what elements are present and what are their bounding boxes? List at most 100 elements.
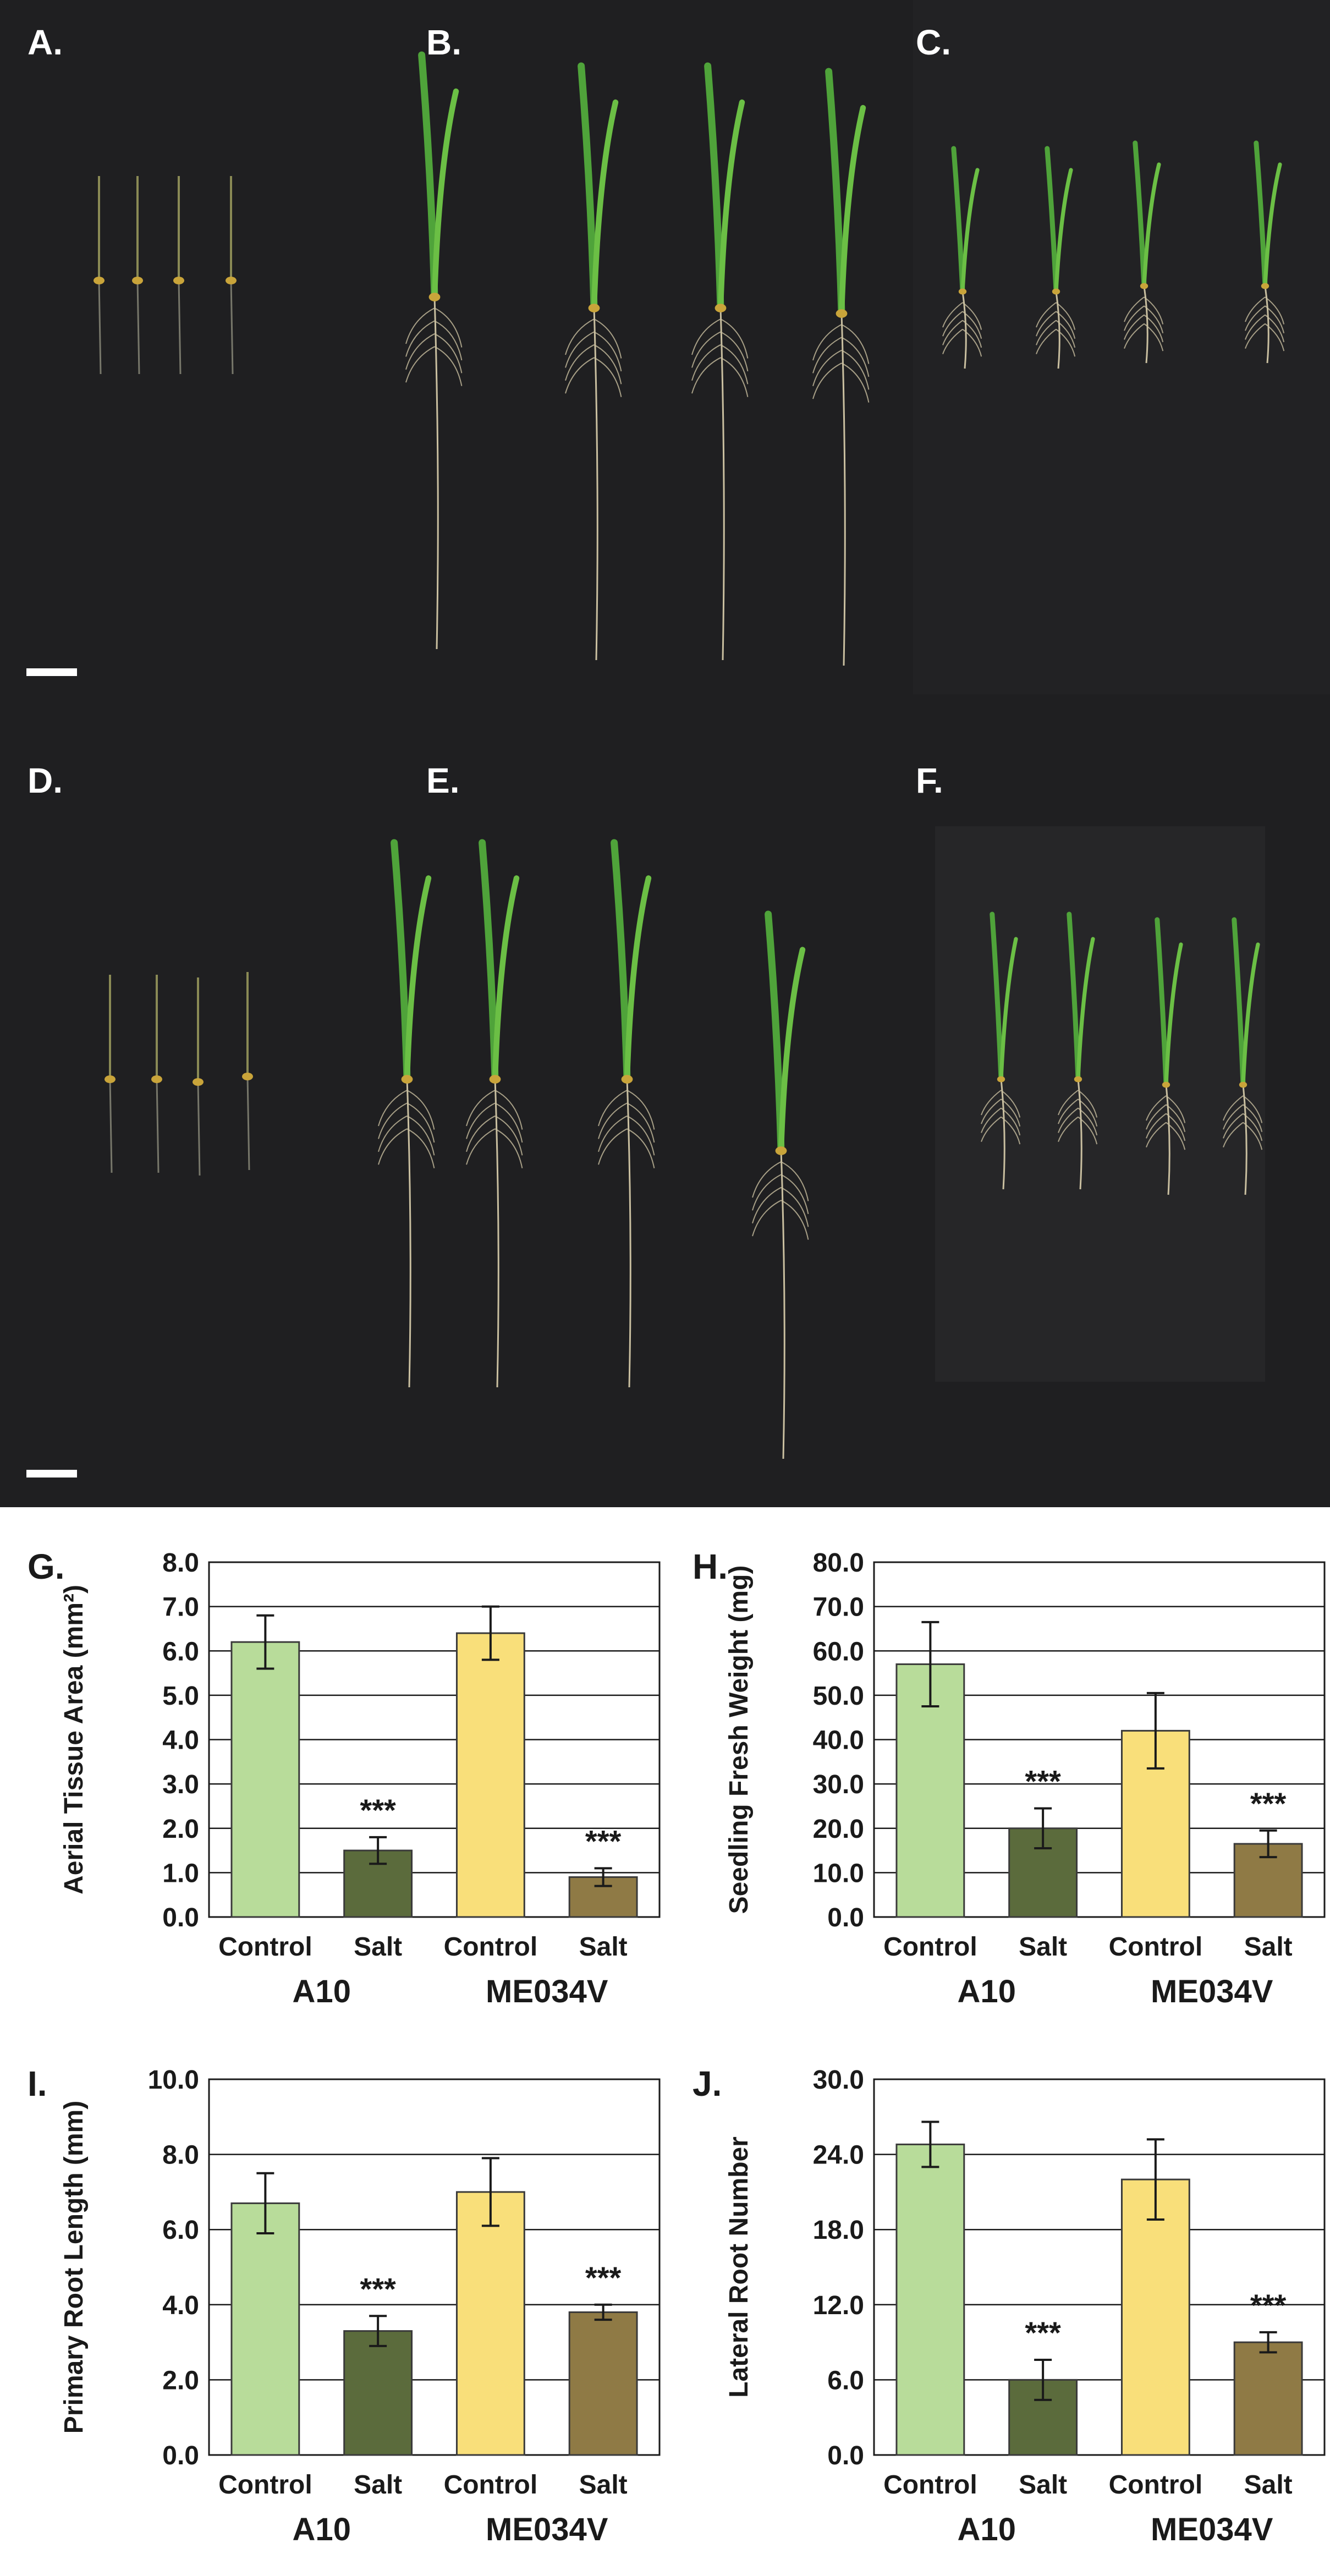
bar [230, 2202, 300, 2456]
y-tick-label: 6.0 [827, 2366, 864, 2395]
y-tick-label: 2.0 [162, 2366, 199, 2395]
seedling-lateral-root [434, 307, 463, 348]
chart-panel-label: I. [28, 2064, 47, 2103]
seedling-root [780, 1150, 785, 1459]
seedling-lateral-root [781, 1187, 809, 1227]
seedling-lateral-root [1223, 1113, 1244, 1139]
seedling-root [1055, 291, 1060, 369]
y-tick-label: 30.0 [813, 1770, 864, 1799]
seedling-lateral-root [1245, 314, 1266, 340]
seedling-lateral-root [720, 357, 749, 397]
seedling-a [132, 176, 143, 375]
seedling-a [173, 176, 184, 375]
seedling-lateral-root [593, 331, 622, 372]
seedling-lateral-root [942, 302, 963, 328]
seedlings-top-image [94, 0, 1330, 694]
seedling-root [178, 280, 182, 375]
seedling-lateral-root [1243, 1122, 1263, 1150]
seedling-seed [715, 304, 727, 312]
seedling-seed [1074, 1076, 1082, 1083]
group-label: ME034V [1151, 1974, 1273, 2009]
seedling-c [1036, 146, 1076, 369]
seedling-seed [132, 277, 143, 284]
plot-frame [873, 2078, 1326, 2456]
seedling-root [156, 1079, 160, 1173]
group-label: ME034V [486, 1974, 608, 2009]
seedling-f [981, 911, 1021, 1190]
seedling-lateral-root [1245, 305, 1266, 331]
seedling-lateral-root [752, 1161, 782, 1198]
seedling-lateral-root [981, 1090, 1002, 1116]
seedling-b [812, 68, 870, 666]
panel-label-d: D. [28, 761, 63, 800]
seedling-lateral-root [1265, 305, 1285, 333]
seedling-seed [836, 309, 848, 318]
seedling-lateral-root [1243, 1104, 1263, 1132]
seedling-lateral-root [691, 331, 721, 368]
seedling-lateral-root [1265, 296, 1285, 325]
seedling-lateral-root [626, 1115, 655, 1156]
y-tick-label: 10.0 [813, 1859, 864, 1888]
seedling-lateral-root [466, 1090, 496, 1127]
seedling-lateral-root [1001, 1098, 1021, 1127]
x-tick-label: Salt [1019, 2470, 1067, 2500]
seedling-lateral-root [812, 362, 842, 399]
seedling-root [593, 307, 598, 661]
seedling-leaf [1232, 917, 1246, 1087]
seedling-e [752, 910, 809, 1459]
group-label: A10 [958, 2512, 1016, 2547]
seedling-lateral-root [494, 1090, 523, 1130]
seedling-lateral-root [691, 344, 721, 381]
seedling-lateral-root [494, 1115, 523, 1156]
x-tick-label: Salt [1019, 1932, 1067, 1962]
y-tick-label: 10.0 [148, 2066, 199, 2095]
y-tick-label: 2.0 [162, 1815, 199, 1844]
seedling-lateral-root [626, 1128, 655, 1168]
seedling-lateral-root [378, 1102, 408, 1139]
group-label: ME034V [1151, 2512, 1273, 2547]
seedling-lateral-root [1001, 1090, 1021, 1118]
seedling-lateral-root [781, 1200, 809, 1240]
chart-panel-j: J. 0.0 6.0 12.0 18.0 24.0 30.0 Lateral Root Num… [665, 2035, 1330, 2573]
y-tick-label: 12.0 [813, 2291, 864, 2320]
seedling-lateral-root [378, 1090, 408, 1127]
x-tick-label: Control [218, 1932, 312, 1962]
seedling-lateral-root [1078, 1116, 1098, 1145]
seedling-lateral-root [1245, 296, 1266, 322]
seedling-lateral-root [752, 1200, 782, 1237]
seedling-f [1223, 917, 1263, 1195]
seedling-lateral-root [812, 337, 842, 374]
seedling-lateral-root [962, 302, 982, 330]
significance-marker: *** [1025, 2315, 1061, 2350]
seedling-seed [1162, 1081, 1170, 1088]
seedling-lateral-root [752, 1187, 782, 1224]
seedling-lateral-root [981, 1098, 1002, 1124]
significance-marker: *** [360, 2271, 396, 2306]
x-tick-label: Control [1109, 1932, 1203, 1962]
y-tick-label: 24.0 [813, 2141, 864, 2170]
seedling-lateral-root [406, 1115, 435, 1156]
bar [1120, 2178, 1190, 2456]
seedling-lateral-root [841, 349, 870, 390]
seedling-seed [1261, 283, 1269, 289]
seedling-lateral-root [1166, 1113, 1186, 1141]
seedling-lateral-root [1056, 328, 1076, 357]
seedling-lateral-root [841, 362, 870, 403]
seedling-lateral-root [1245, 323, 1266, 349]
seedling-lateral-root [720, 318, 749, 359]
y-tick-label: 7.0 [162, 1593, 199, 1622]
seedling-seed [428, 293, 441, 301]
seedling-leaf [717, 99, 745, 311]
seedling-lateral-root [1265, 323, 1285, 351]
seedling-leaf [492, 875, 520, 1083]
seedling-root [626, 1079, 631, 1388]
seedling-seed [401, 1075, 413, 1084]
seedling-leaf [778, 947, 806, 1154]
seedling-leaf [578, 62, 598, 312]
significance-marker: *** [1025, 1764, 1061, 1798]
bar [455, 1632, 525, 1918]
y-tick-label: 50.0 [813, 1682, 864, 1711]
seedling-d [193, 977, 204, 1176]
plot-frame [208, 2078, 661, 2456]
x-tick-label: Salt [1244, 1932, 1293, 1962]
